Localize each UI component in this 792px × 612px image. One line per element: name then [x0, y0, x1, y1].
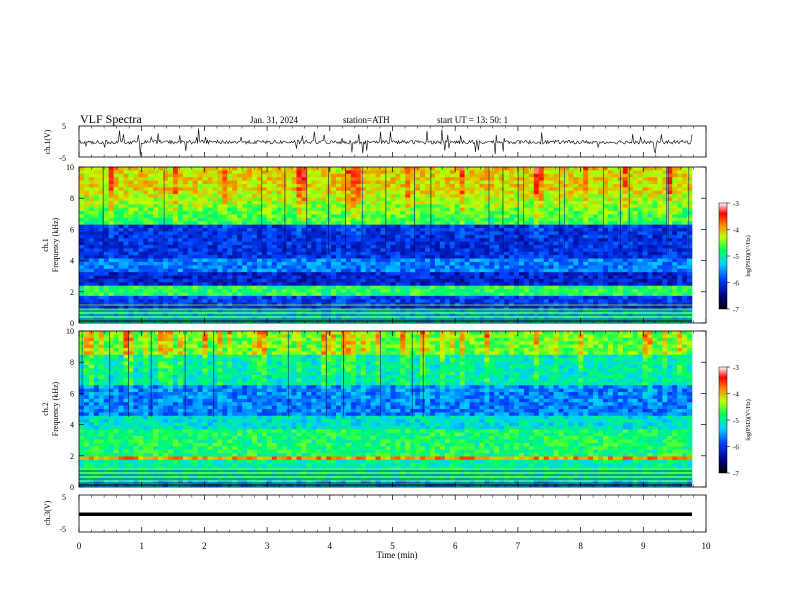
ch2-colorbar-label: log(PSD)(V²/Hz) [745, 399, 752, 440]
ch2-spectrogram-image [79, 331, 706, 487]
ch1-spectrogram-ylabel-2: Frequency (kHz) [51, 217, 60, 272]
colorbar-tick-label: -4 [733, 227, 739, 235]
time-tick-label: 5 [390, 541, 395, 551]
time-tick-label: 4 [328, 541, 333, 551]
frequency-tick-label: 8 [70, 358, 74, 367]
station-label: station=ATH [343, 115, 390, 125]
ch2-colorbar-ticks: -3 -4 -5 -6 -7 [727, 364, 739, 478]
frequency-tick-label: 2 [70, 288, 74, 297]
ch1-ytick-top: 5 [62, 122, 66, 131]
time-tick-label: 3 [265, 541, 270, 551]
ch1-colorbar-label: log(PSD)(V²/Hz) [745, 235, 752, 276]
time-tick-label: 7 [516, 541, 521, 551]
time-tick-label: 9 [641, 541, 646, 551]
ch3-ytick-bottom: -5 [59, 525, 66, 534]
ch3-waveform-ylabel: ch.3(V) [43, 500, 52, 525]
frequency-tick-label: 6 [70, 389, 74, 398]
frequency-tick-label: 2 [70, 452, 74, 461]
ch3-ytick-top: 5 [62, 493, 66, 502]
ch1-spectrogram-image [79, 167, 706, 323]
time-axis-ticks: 0 1 2 3 4 5 6 7 8 9 10 [77, 126, 711, 551]
ch1-waveform-ylabel: ch.1(V) [43, 129, 52, 154]
colorbar-tick-label: -5 [733, 417, 739, 425]
time-tick-label: 2 [202, 541, 207, 551]
ch2-spectrogram-ylabel-2: Frequency (kHz) [51, 381, 60, 436]
colorbar-tick-label: -7 [733, 306, 739, 314]
frequency-tick-label: 4 [70, 257, 74, 266]
colorbar-tick-label: -3 [733, 200, 739, 208]
frequency-tick-label: 6 [70, 225, 74, 234]
colorbar-tick-label: -5 [733, 253, 739, 261]
colorbar-tick-label: -4 [733, 391, 739, 399]
ch1-waveform-panel: 5 -5 ch.1(V) [43, 122, 707, 163]
figure-title: VLF Spectra [80, 112, 142, 126]
frequency-tick-label: 0 [70, 319, 74, 328]
ch1-colorbar-ticks: -3 -4 -5 -6 -7 [727, 200, 739, 314]
date-label: Jan. 31, 2024 [250, 115, 298, 125]
time-tick-label: 8 [578, 541, 583, 551]
ch1-ytick-bottom: -5 [59, 154, 66, 163]
frequency-tick-label: 10 [66, 327, 74, 336]
time-tick-label: 6 [453, 541, 458, 551]
frequency-tick-label: 10 [66, 163, 74, 172]
ch1-colorbar [718, 202, 728, 310]
ch1-spectrogram-yticks: 0 2 4 6 8 10 [66, 163, 706, 328]
ch2-spectrogram-ylabel-1: ch.2 [41, 402, 50, 416]
time-axis-label: Time (min) [377, 550, 418, 560]
frequency-tick-label: 0 [70, 483, 74, 492]
colorbar-tick-label: -6 [733, 444, 739, 452]
ch2-colorbar [718, 366, 728, 474]
time-tick-label: 1 [139, 541, 144, 551]
colorbar-tick-label: -7 [733, 470, 739, 478]
ch1-waveform-series [79, 128, 693, 156]
time-tick-label: 10 [702, 541, 712, 551]
ch2-spectrogram-yticks: 0 2 4 6 8 10 [66, 327, 706, 492]
frequency-tick-label: 8 [70, 194, 74, 203]
start-time-label: start UT = 13: 50: 1 [437, 115, 508, 125]
time-tick-label: 0 [77, 541, 82, 551]
ch3-waveform-panel: 5 -5 ch.3(V) [43, 493, 707, 534]
colorbar-tick-label: -3 [733, 364, 739, 372]
ch1-spectrogram-ylabel-1: ch.1 [41, 238, 50, 252]
frequency-tick-label: 4 [70, 421, 74, 430]
colorbar-tick-label: -6 [733, 280, 739, 288]
